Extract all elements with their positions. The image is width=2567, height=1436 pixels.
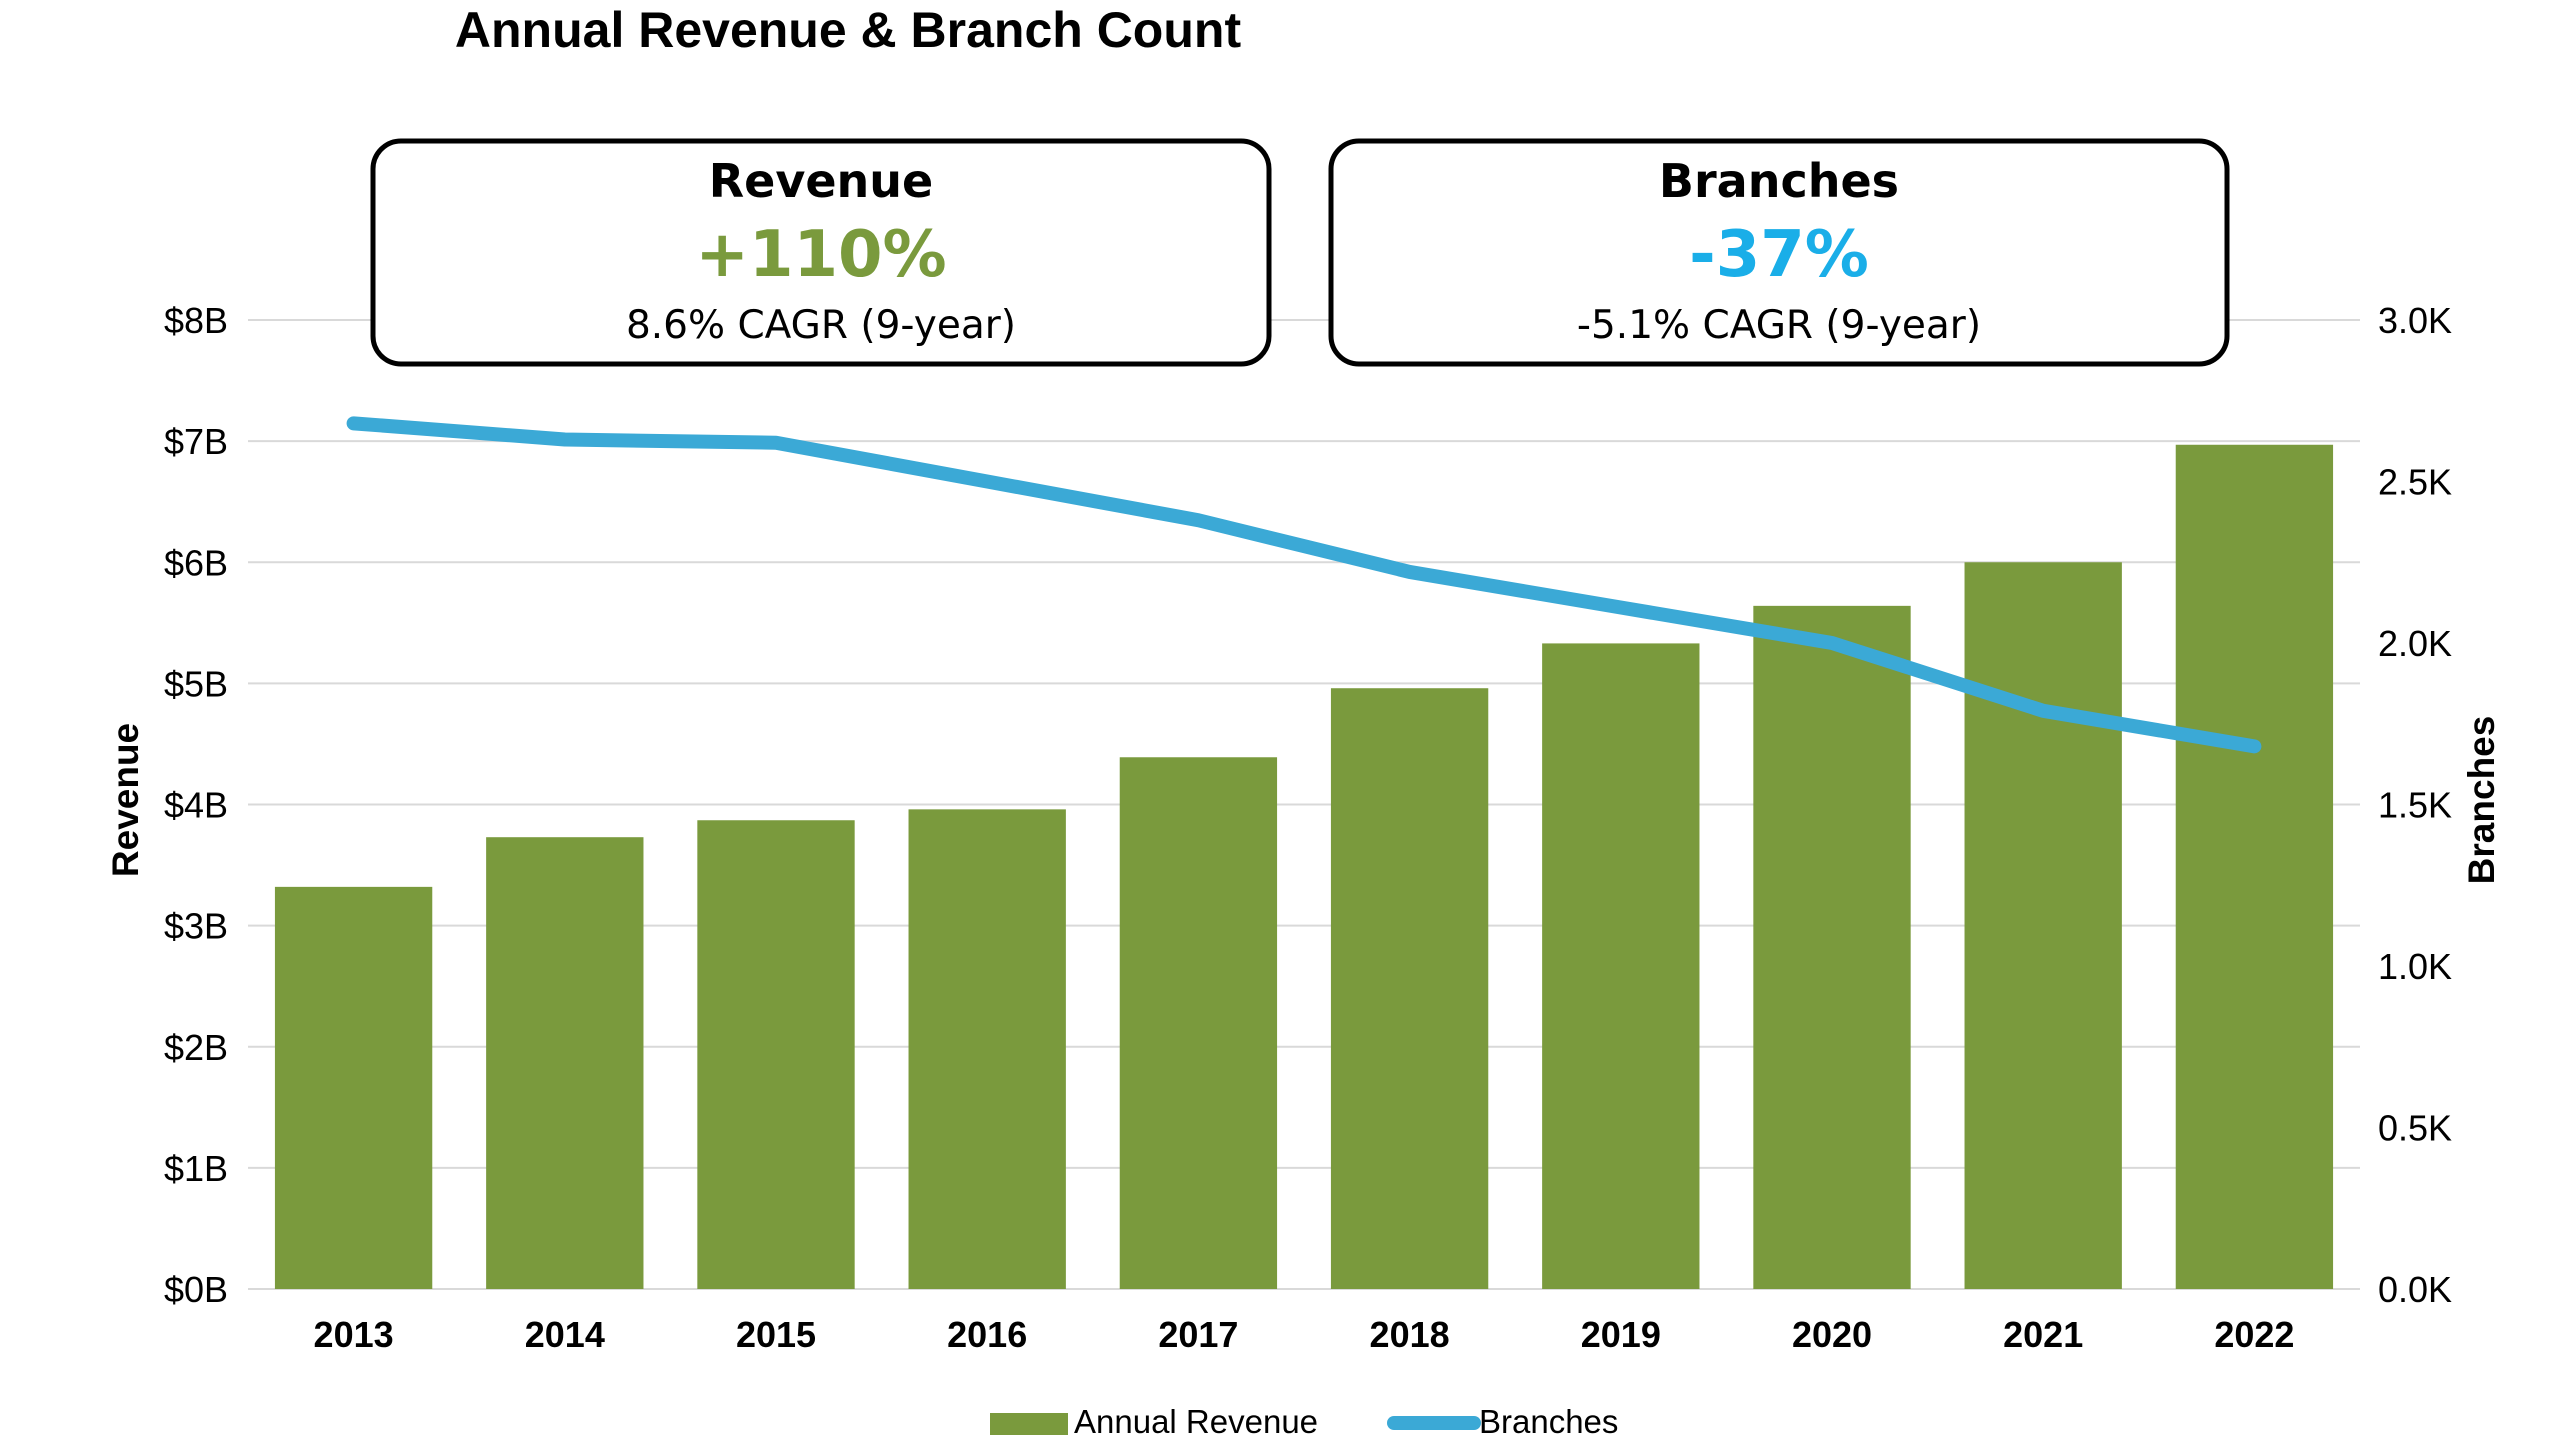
- y2-tick-label: 1.5K: [2378, 785, 2452, 826]
- x-tick-label: 2022: [2214, 1314, 2294, 1355]
- y2-tick-label: 0.5K: [2378, 1108, 2452, 1149]
- y-tick-label: $8B: [164, 300, 228, 341]
- revenue-bar: [274, 886, 433, 1289]
- x-tick-label: 2021: [2003, 1314, 2083, 1355]
- right-axis-ticks: 0.0K 0.5K 1.0K 1.5K 2.0K 2.5K 3.0K: [2378, 300, 2452, 1310]
- y2-tick-label: 1.0K: [2378, 946, 2452, 987]
- x-tick-label: 2017: [1158, 1314, 1238, 1355]
- x-tick-label: 2013: [314, 1314, 394, 1355]
- revenue-bar: [697, 820, 855, 1289]
- left-axis-ticks: $0B $1B $2B $3B $4B $5B $6B $7B $8B: [164, 300, 228, 1310]
- kpi-heading: Revenue: [709, 154, 934, 208]
- kpi-card-revenue: Revenue +110% 8.6% CAGR (9-year): [370, 138, 1272, 367]
- y-tick-label: $7B: [164, 421, 228, 462]
- y-tick-label: $4B: [164, 785, 228, 826]
- x-tick-label: 2015: [736, 1314, 816, 1355]
- y2-tick-label: 3.0K: [2378, 300, 2452, 341]
- revenue-bars: [274, 444, 2334, 1289]
- y2-tick-label: 2.5K: [2378, 462, 2452, 503]
- kpi-value: +110%: [695, 218, 946, 292]
- legend: Annual Revenue Branches: [990, 1403, 1618, 1436]
- legend-swatch-revenue: [990, 1413, 1068, 1435]
- branches-line-group: [346, 416, 2262, 754]
- revenue-bar: [1330, 688, 1489, 1289]
- x-tick-label: 2016: [947, 1314, 1027, 1355]
- x-tick-label: 2018: [1370, 1314, 1450, 1355]
- revenue-bar: [1119, 757, 1278, 1289]
- y-tick-label: $6B: [164, 542, 228, 583]
- kpi-heading: Branches: [1659, 154, 1899, 208]
- kpi-card-branches: Branches -37% -5.1% CAGR (9-year): [1328, 138, 2230, 367]
- y-tick-label: $5B: [164, 663, 228, 704]
- kpi-cards: Revenue +110% 8.6% CAGR (9-year) Branches -3…: [370, 138, 2230, 367]
- kpi-detail: 8.6% CAGR (9-year): [626, 303, 1016, 348]
- branches-line: [346, 416, 2262, 754]
- kpi-card-border: [370, 138, 1272, 367]
- y-axis-title: Revenue: [105, 723, 146, 877]
- x-tick-label: 2014: [525, 1314, 605, 1355]
- x-tick-label: 2019: [1581, 1314, 1661, 1355]
- kpi-card-border: [1328, 138, 2230, 367]
- legend-label-revenue: Annual Revenue: [1074, 1403, 1318, 1436]
- revenue-bar: [1753, 605, 1911, 1289]
- y2-axis-title: Branches: [2461, 716, 2502, 885]
- y-tick-label: $3B: [164, 906, 228, 947]
- revenue-bar: [1964, 562, 2122, 1289]
- legend-label-branches: Branches: [1479, 1403, 1618, 1436]
- y2-tick-label: 0.0K: [2378, 1269, 2452, 1310]
- revenue-bar: [486, 837, 644, 1289]
- kpi-detail: -5.1% CAGR (9-year): [1577, 303, 1981, 348]
- x-tick-label: 2020: [1792, 1314, 1872, 1355]
- revenue-bar: [1542, 643, 1700, 1289]
- y2-tick-label: 2.0K: [2378, 623, 2452, 664]
- y-tick-label: $2B: [164, 1027, 228, 1068]
- y-tick-label: $1B: [164, 1148, 228, 1189]
- x-axis-ticks: 2013 2014 2015 2016 2017 2018 2019 2020 2021 2022: [314, 1314, 2295, 1355]
- chart-title: Annual Revenue & Branch Count: [455, 2, 1242, 58]
- revenue-bar: [2175, 444, 2334, 1289]
- kpi-value: -37%: [1689, 218, 1869, 292]
- revenue-bar: [908, 809, 1066, 1289]
- y-tick-label: $0B: [164, 1269, 228, 1310]
